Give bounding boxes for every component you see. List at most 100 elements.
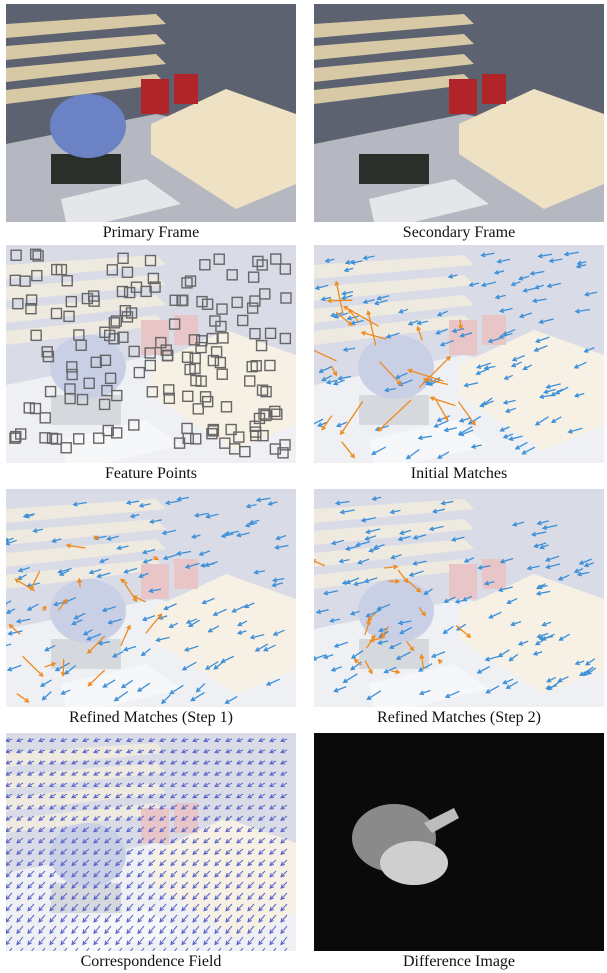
arrow-shaft <box>477 666 490 674</box>
arrow-head <box>450 537 457 542</box>
arrow <box>104 826 112 833</box>
arrow-shaft <box>192 782 200 787</box>
arrow-head <box>115 737 121 743</box>
arrow-shaft <box>107 535 120 540</box>
arrow-head <box>148 838 154 844</box>
arrow <box>236 903 244 912</box>
arrow <box>126 892 134 901</box>
arrow-shaft <box>64 664 77 675</box>
arrow <box>148 870 156 878</box>
arrow-head <box>418 690 425 696</box>
arrow <box>27 793 35 799</box>
arrow-head <box>529 270 535 276</box>
arrow-head <box>224 699 230 704</box>
arrow-head <box>64 669 70 675</box>
arrow-shaft <box>170 859 178 866</box>
arrow <box>538 318 554 325</box>
arrow <box>225 837 233 844</box>
arrow-shaft <box>139 572 149 578</box>
arrow <box>269 859 277 867</box>
arrow <box>104 737 112 743</box>
arrow-shaft <box>214 903 222 912</box>
arrow-head <box>457 430 463 436</box>
arrow <box>236 936 244 946</box>
arrow-shaft <box>269 848 277 855</box>
arrow-shaft <box>269 914 277 923</box>
arrow-head <box>38 872 43 878</box>
arrow <box>423 588 433 595</box>
arrow <box>82 826 90 833</box>
arrow-head <box>330 540 337 546</box>
arrow-shaft <box>104 760 112 765</box>
arrow <box>451 328 465 334</box>
arrow <box>49 737 57 743</box>
feature-box <box>181 422 193 435</box>
arrow-head <box>203 906 208 912</box>
arrow <box>258 837 266 844</box>
arrow-shaft <box>218 947 222 951</box>
arrow-head <box>225 737 231 743</box>
feature-box <box>269 443 282 455</box>
arrow-shaft <box>115 782 123 787</box>
arrow-shaft <box>406 448 420 460</box>
arrow <box>236 782 244 787</box>
arrow-shaft <box>540 544 549 549</box>
arrow-shaft <box>266 678 280 686</box>
arrow-shaft <box>214 914 222 923</box>
arrow-head <box>214 816 220 821</box>
arrow-shaft <box>104 892 112 900</box>
arrow-head <box>104 749 110 754</box>
arrow-shaft <box>38 782 46 787</box>
arrow-shaft <box>16 870 24 878</box>
arrow-shaft <box>400 529 412 535</box>
arrow-shaft <box>6 881 13 889</box>
arrow <box>225 892 233 901</box>
arrow <box>463 382 479 388</box>
arrow <box>115 936 123 946</box>
arrow-shaft <box>38 848 46 855</box>
panel-image <box>6 245 296 463</box>
arrow-shaft <box>6 804 13 810</box>
arrow <box>273 947 277 951</box>
arrow <box>377 399 412 432</box>
arrow-shaft <box>338 375 352 380</box>
arrow-head <box>16 895 21 901</box>
arrow-head <box>148 929 153 935</box>
arrow-shaft <box>27 870 35 878</box>
arrow-shaft <box>413 560 427 565</box>
arrow <box>60 903 68 912</box>
arrow-shaft <box>258 925 266 934</box>
arrow-head <box>159 805 165 810</box>
arrow-head <box>101 607 108 613</box>
arrow <box>269 903 277 912</box>
arrow-shaft <box>181 881 189 889</box>
arrow-head <box>192 850 198 855</box>
arrow-head <box>437 658 443 664</box>
arrow-head <box>137 940 142 946</box>
arrow-head <box>236 782 242 787</box>
arrow-head <box>71 827 77 833</box>
arrow-shaft <box>485 580 495 585</box>
arrow-head <box>514 445 520 450</box>
arrow-shaft <box>537 520 549 525</box>
arrow-shaft <box>258 815 266 821</box>
arrow <box>6 848 13 855</box>
arrow-shaft <box>170 892 178 900</box>
arrow-head <box>201 599 207 605</box>
shelf <box>6 54 166 82</box>
arrow-head <box>573 568 580 574</box>
panel-image <box>6 4 296 222</box>
arrow <box>159 881 167 889</box>
arrow-shaft <box>38 936 46 945</box>
arrow <box>20 947 24 951</box>
arrow-shaft <box>225 749 233 753</box>
arrow-head <box>162 555 169 561</box>
arrow <box>38 804 46 810</box>
arrow-head <box>428 526 435 532</box>
arrow-shaft <box>330 365 337 376</box>
arrow-head <box>269 917 274 923</box>
feature-box <box>25 302 37 315</box>
arrow-shaft <box>314 560 326 567</box>
arrow <box>148 804 156 810</box>
arrow-shaft <box>530 270 545 275</box>
